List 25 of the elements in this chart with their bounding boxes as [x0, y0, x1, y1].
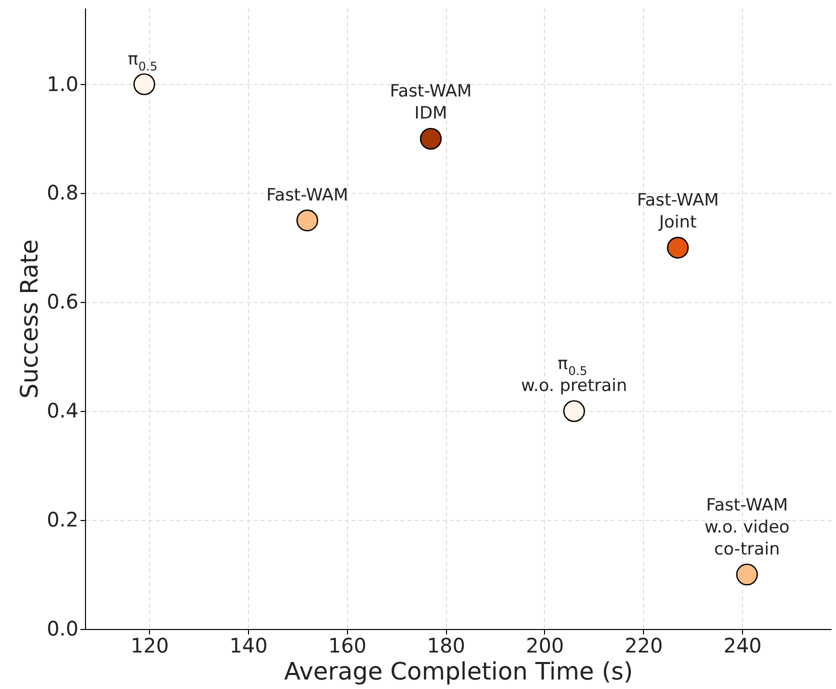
x-tick-label: 200 — [526, 634, 564, 658]
x-tick-label: 120 — [130, 634, 169, 658]
annotation: Fast-WAM — [266, 185, 348, 206]
x-tick-label: 240 — [723, 634, 762, 658]
point — [133, 73, 156, 96]
y-tick-label: 0.0 — [46, 616, 78, 640]
point — [296, 210, 318, 232]
x-tick-label: 180 — [427, 634, 466, 658]
point — [666, 236, 689, 259]
point — [736, 564, 758, 586]
point — [420, 128, 442, 150]
x-tick-label: 160 — [328, 634, 366, 658]
y-tick-label: 0.6 — [46, 290, 78, 314]
y-tick-label: 0.2 — [46, 508, 78, 532]
annotation: Fast-WAM Joint — [636, 190, 719, 233]
x-axis-title: Average Completion Time (s) — [284, 658, 633, 686]
x-tick-label: 220 — [624, 634, 663, 658]
y-axis-title: Success Rate — [16, 239, 44, 399]
y-tick-label: 1.0 — [46, 72, 78, 96]
y-tick-label: 0.4 — [46, 398, 78, 423]
annotation: Fast-WAM IDM — [390, 82, 472, 124]
x-tick-label: 140 — [229, 634, 268, 658]
point — [563, 400, 585, 422]
annotation: Fast-WAM w.o. video co-train — [704, 496, 790, 560]
y-tick-label: 0.8 — [46, 180, 78, 205]
